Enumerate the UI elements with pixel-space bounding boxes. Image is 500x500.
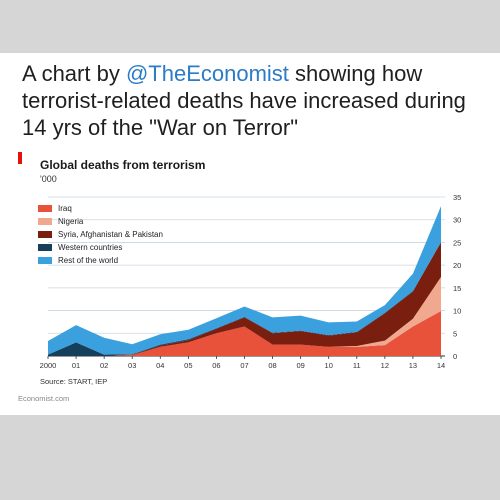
x-tick-label: 03 (128, 361, 136, 370)
x-tick-label: 01 (72, 361, 80, 370)
legend-swatch (38, 257, 52, 264)
y-tick-label: 25 (453, 238, 461, 247)
legend-swatch (38, 218, 52, 225)
legend-label: Nigeria (58, 217, 84, 226)
y-tick-label: 5 (453, 329, 457, 338)
series-area (48, 311, 441, 356)
chart-title: Global deaths from terrorism (40, 158, 206, 172)
economist-brand: Economist.com (18, 394, 70, 403)
legend-label: Rest of the world (58, 256, 118, 265)
x-tick-label: 12 (381, 361, 389, 370)
x-tick-label: 10 (325, 361, 333, 370)
series-area (48, 206, 441, 355)
economist-red-tag (18, 152, 22, 164)
x-tick-label: 07 (240, 361, 248, 370)
chart-source: Source: START, IEP (40, 377, 108, 386)
legend-label: Syria, Afghanistan & Pakistan (58, 230, 163, 239)
x-tick-label: 04 (156, 361, 164, 370)
legend-swatch (38, 244, 52, 251)
legend-label: Iraq (58, 204, 72, 213)
x-tick-label: 13 (409, 361, 417, 370)
x-tick-label: 14 (437, 361, 445, 370)
x-tick-label: 05 (184, 361, 192, 370)
tweet-text: A chart by @TheEconomist showing how ter… (22, 60, 492, 141)
y-tick-label: 20 (453, 261, 461, 270)
tweet-prefix: A chart by (22, 61, 126, 86)
legend-swatch (38, 205, 52, 212)
tweet-rest: showing how terrorist-related deaths hav… (22, 61, 466, 140)
handle-link[interactable]: @TheEconomist (125, 61, 289, 86)
y-tick-label: 0 (453, 352, 457, 361)
y-tick-label: 10 (453, 307, 461, 316)
y-tick-label: 30 (453, 216, 461, 225)
legend-swatch (38, 231, 52, 238)
chart-unit: '000 (40, 174, 57, 184)
x-tick-label: 06 (212, 361, 220, 370)
x-tick-label: 09 (296, 361, 304, 370)
x-tick-label: 2000 (40, 361, 57, 370)
x-tick-label: 02 (100, 361, 108, 370)
x-tick-label: 08 (268, 361, 276, 370)
legend-label: Western countries (58, 243, 122, 252)
y-tick-label: 15 (453, 284, 461, 293)
x-tick-label: 11 (353, 361, 361, 370)
y-tick-label: 35 (453, 193, 461, 202)
